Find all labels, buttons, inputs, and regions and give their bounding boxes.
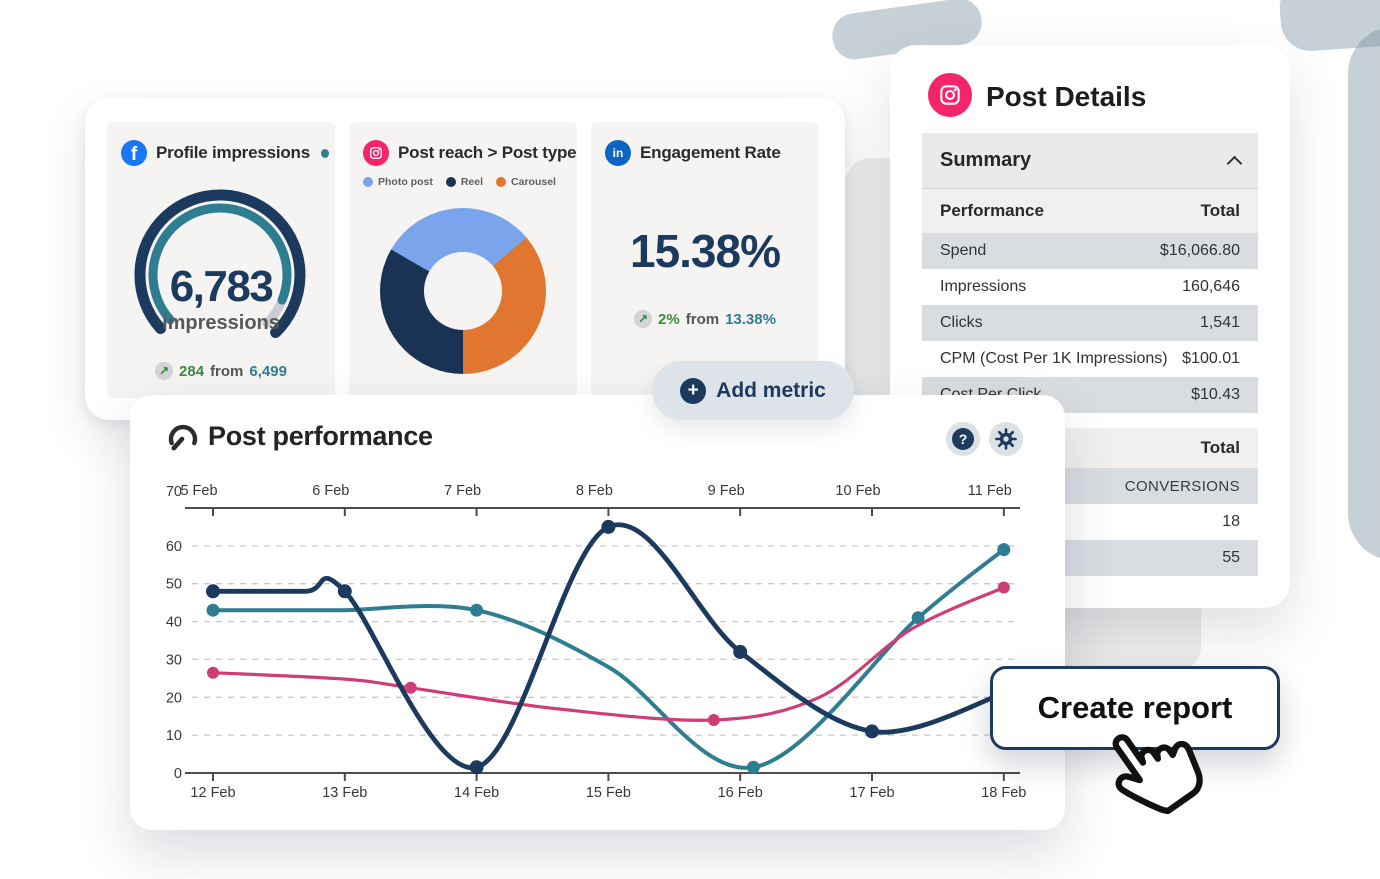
svg-text:70: 70 bbox=[166, 484, 182, 500]
table-row: Spend $16,066.80 bbox=[922, 233, 1258, 269]
svg-text:60: 60 bbox=[166, 539, 182, 555]
svg-text:13 Feb: 13 Feb bbox=[322, 785, 367, 801]
backdrop-shape-right bbox=[1348, 26, 1380, 561]
instagram-icon bbox=[928, 73, 972, 117]
trend-up-icon: ↗ bbox=[634, 310, 653, 328]
summary-section-header[interactable]: Summary bbox=[922, 133, 1258, 189]
legend-item: Reel bbox=[445, 176, 483, 188]
impressions-value: 6,783 bbox=[169, 262, 274, 311]
widget-title: Profile impressions bbox=[156, 143, 310, 162]
delta-from-label: from bbox=[210, 362, 244, 380]
table-row: Impressions 160,646 bbox=[922, 269, 1258, 305]
svg-text:15 Feb: 15 Feb bbox=[586, 785, 631, 801]
svg-text:30: 30 bbox=[166, 652, 182, 668]
legend-item: Photo post bbox=[363, 176, 433, 188]
svg-text:6 Feb: 6 Feb bbox=[312, 483, 349, 499]
facebook-icon: f bbox=[121, 140, 147, 166]
column-total: Total bbox=[1200, 438, 1240, 457]
instagram-icon bbox=[363, 140, 389, 166]
delta-change: 2% bbox=[658, 310, 680, 328]
settings-button[interactable] bbox=[989, 422, 1023, 456]
svg-text:10: 10 bbox=[166, 728, 182, 744]
delta-from-label: from bbox=[685, 310, 720, 328]
linkedin-icon: in bbox=[605, 140, 631, 166]
svg-text:10 Feb: 10 Feb bbox=[835, 483, 880, 499]
svg-text:18 Feb: 18 Feb bbox=[981, 785, 1026, 801]
line-chart: 12 Feb 5 Feb 13 Feb 6 Feb 14 Feb 7 Feb 15 Feb 8… bbox=[166, 483, 1027, 801]
metrics-widgets-card: f Profile impressions 6,783 impressions … bbox=[85, 98, 845, 420]
svg-text:12 Feb: 12 Feb bbox=[190, 785, 235, 801]
page-title: Post Details bbox=[986, 81, 1147, 112]
engagement-delta: ↗ 2% from 13.38% bbox=[591, 310, 819, 328]
summary-columns-row: Performance Total bbox=[922, 189, 1258, 233]
hand-pointer-icon bbox=[1098, 710, 1210, 823]
widget-post-reach: Post reach > Post type Photo post Reel C… bbox=[349, 122, 577, 398]
delta-previous: 6,499 bbox=[249, 362, 287, 380]
trend-up-icon: ↗ bbox=[155, 362, 174, 380]
svg-text:5 Feb: 5 Feb bbox=[180, 483, 217, 499]
table-row: CPM (Cost Per 1K Impressions) $100.01 bbox=[922, 341, 1258, 377]
legend-item: Carousel bbox=[496, 176, 556, 188]
svg-text:50: 50 bbox=[166, 577, 182, 593]
summary-label: Summary bbox=[940, 149, 1032, 171]
summary-table: Summary Performance Total Spend $16,066.8… bbox=[922, 133, 1258, 413]
legend-dot-icon bbox=[445, 177, 456, 187]
legend-dot-icon bbox=[363, 177, 373, 187]
engagement-rate-value: 15.38% bbox=[629, 225, 781, 277]
question-mark-icon: ? bbox=[952, 428, 974, 450]
delta-previous: 13.38% bbox=[725, 310, 776, 328]
widget-engagement-rate: in Engagement Rate 15.38% ↗ 2% from 13.3… bbox=[591, 122, 819, 398]
chart-title: Post performance bbox=[208, 421, 433, 451]
svg-text:16 Feb: 16 Feb bbox=[718, 785, 763, 801]
add-metric-label: Add metric bbox=[716, 378, 826, 402]
impressions-delta: ↗ 284 from 6,499 bbox=[107, 362, 335, 380]
svg-text:20: 20 bbox=[166, 690, 182, 706]
legend-dot-icon bbox=[496, 177, 507, 187]
column-performance: Performance bbox=[940, 201, 1044, 220]
column-total: Total bbox=[1200, 201, 1240, 220]
chevron-up-icon[interactable] bbox=[1226, 155, 1243, 172]
status-dot-icon bbox=[320, 148, 329, 158]
add-metric-button[interactable]: + Add metric bbox=[652, 361, 854, 420]
svg-text:14 Feb: 14 Feb bbox=[454, 785, 499, 801]
post-type-donut-chart bbox=[380, 208, 546, 374]
svg-text:40: 40 bbox=[166, 615, 182, 631]
gauge-arc bbox=[134, 189, 306, 338]
svg-text:8 Feb: 8 Feb bbox=[576, 483, 613, 499]
widget-title: Engagement Rate bbox=[640, 143, 781, 162]
table-row: Clicks 1,541 bbox=[922, 305, 1258, 341]
summary-rows: Spend $16,066.80 Impressions 160,646 Clicks 1… bbox=[922, 233, 1258, 413]
svg-text:11 Feb: 11 Feb bbox=[968, 483, 1012, 499]
post-type-legend: Photo post Reel Carousel bbox=[363, 176, 573, 188]
gauge-icon bbox=[164, 421, 200, 462]
svg-text:7 Feb: 7 Feb bbox=[444, 483, 481, 499]
widget-title: Post reach > Post type bbox=[398, 143, 577, 162]
widget-profile-impressions: f Profile impressions 6,783 impressions … bbox=[107, 122, 335, 398]
svg-text:9 Feb: 9 Feb bbox=[708, 483, 745, 499]
impressions-gauge: 6,783 impressions bbox=[123, 178, 319, 366]
svg-text:0: 0 bbox=[174, 766, 182, 782]
gear-icon bbox=[995, 428, 1017, 450]
post-performance-card: Post performance ? 12 Feb 5 Feb 13 Feb 6 Fe… bbox=[130, 395, 1065, 830]
svg-text:17 Feb: 17 Feb bbox=[849, 785, 894, 801]
plus-icon: + bbox=[680, 377, 707, 404]
help-button[interactable]: ? bbox=[946, 422, 980, 456]
delta-change: 284 bbox=[179, 362, 205, 380]
impressions-unit: impressions bbox=[162, 312, 280, 334]
